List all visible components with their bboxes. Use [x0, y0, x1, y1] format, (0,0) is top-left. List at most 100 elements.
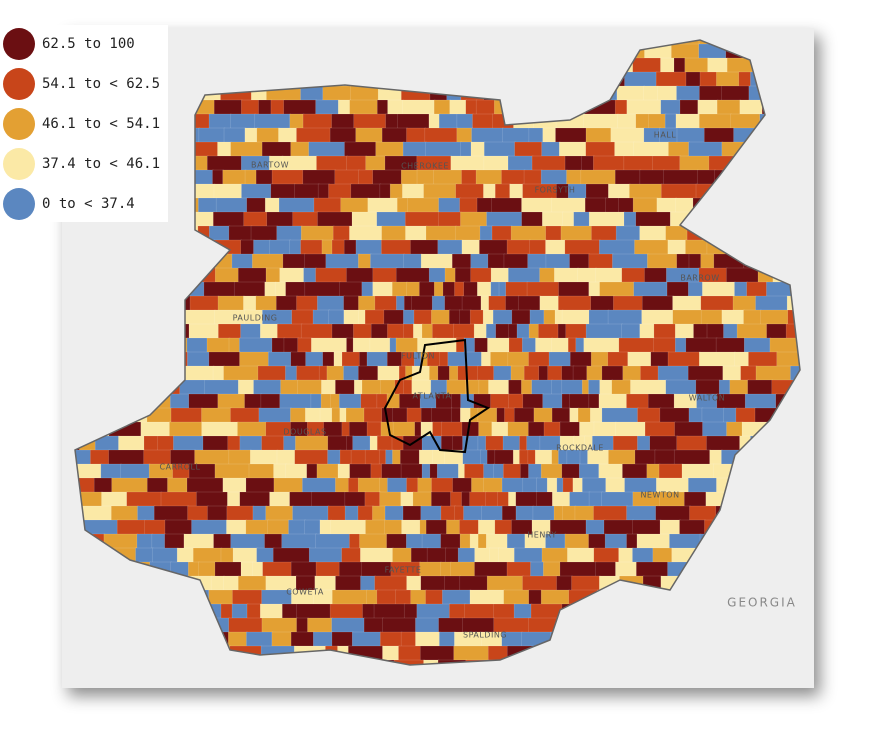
tract [433, 281, 445, 298]
tract [676, 85, 701, 102]
tract [679, 99, 700, 116]
tract [483, 155, 510, 172]
tract [432, 421, 443, 438]
tract [406, 127, 427, 144]
tract [420, 253, 454, 270]
tract [421, 323, 434, 340]
tract [641, 295, 674, 312]
tract [277, 323, 303, 340]
tract [317, 183, 330, 200]
tract [233, 281, 267, 298]
tract [644, 421, 676, 438]
tract [605, 477, 626, 494]
tract [506, 561, 532, 578]
tract [818, 114, 841, 129]
tract [523, 169, 543, 186]
tract [460, 211, 488, 228]
tract [297, 379, 323, 396]
tract [296, 617, 309, 634]
tract [300, 323, 334, 340]
tract [696, 169, 716, 186]
tract [646, 463, 661, 480]
tract [478, 379, 490, 396]
tract [358, 253, 372, 270]
region-outline [74, 39, 801, 666]
tract [573, 211, 591, 228]
tract [598, 393, 628, 410]
tract [278, 127, 298, 144]
tract [449, 365, 460, 382]
tract [271, 337, 286, 354]
tract [350, 449, 367, 466]
tract [489, 547, 500, 564]
tract [521, 337, 537, 354]
tract [381, 463, 403, 480]
tract [607, 351, 629, 368]
tract [252, 561, 264, 578]
tract [373, 603, 406, 620]
tract [296, 127, 332, 144]
tract [416, 603, 451, 620]
tract [528, 421, 546, 438]
tract [396, 197, 409, 214]
tract [569, 253, 590, 270]
tract [352, 337, 372, 354]
tract [562, 477, 575, 494]
tract [331, 631, 354, 648]
tract [411, 295, 434, 312]
tract [315, 99, 340, 116]
tract [315, 561, 341, 578]
tract [308, 141, 346, 158]
tract [652, 155, 682, 172]
tract [451, 393, 462, 410]
county-label: ROCKDALE [556, 444, 604, 453]
tract [264, 533, 283, 550]
tract [635, 211, 672, 228]
tract [689, 505, 718, 522]
county-label: FORSYTH [535, 186, 576, 195]
tract [400, 169, 419, 186]
tract [575, 337, 585, 354]
tract [483, 477, 504, 494]
tract [418, 449, 434, 466]
tract [494, 519, 513, 536]
tract [599, 239, 636, 256]
tract [509, 183, 524, 200]
tract [726, 267, 760, 284]
tract [188, 393, 220, 410]
tract [78, 688, 112, 703]
tract [164, 519, 193, 536]
tract [353, 113, 387, 130]
tract [218, 323, 242, 340]
tract [673, 449, 711, 466]
tract [406, 281, 421, 298]
tract [507, 351, 530, 368]
tract [660, 99, 682, 116]
tract [353, 379, 364, 396]
tract [213, 533, 232, 550]
tract [613, 688, 634, 703]
tract [685, 71, 702, 88]
tract [626, 393, 650, 410]
tract [421, 533, 442, 550]
tract [685, 337, 718, 354]
tract [501, 505, 518, 522]
tract [811, 100, 842, 115]
tract [160, 491, 198, 508]
tract [180, 365, 215, 382]
tract [734, 351, 750, 368]
tract [214, 267, 240, 284]
tract [137, 505, 156, 522]
tract [402, 141, 427, 158]
tract [289, 491, 313, 508]
county-label: CHEROKEE [401, 162, 449, 171]
tract [603, 519, 634, 536]
tract [593, 505, 628, 522]
tract [572, 365, 589, 382]
tract [359, 533, 388, 550]
tract [240, 323, 262, 340]
tract [653, 337, 677, 354]
tract [545, 253, 571, 270]
tract [452, 477, 473, 494]
tract [706, 323, 725, 340]
